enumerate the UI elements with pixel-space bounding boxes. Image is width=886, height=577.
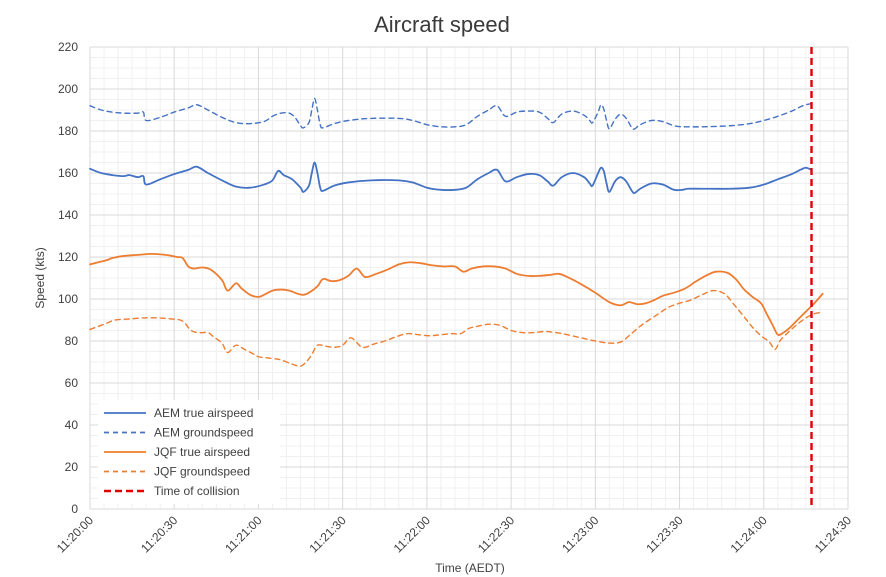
- legend-label-jqf-groundspeed: JQF groundspeed: [154, 465, 250, 479]
- x-tick-label: 11:24:00: [728, 513, 771, 556]
- y-tick-label: 140: [58, 208, 78, 222]
- y-tick-label: 0: [71, 502, 78, 516]
- series-line-jqf-groundspeed: [89, 289, 821, 368]
- series-layer: [89, 47, 824, 509]
- x-tick-label: 11:23:30: [643, 513, 686, 556]
- legend-label-time-of-collision: Time of collision: [154, 484, 240, 498]
- x-tick-label: 11:22:30: [475, 513, 518, 556]
- x-axis-title: Time (AEDT): [435, 561, 505, 575]
- y-tick-label: 180: [58, 124, 78, 138]
- y-tick-label: 20: [65, 460, 79, 474]
- legend-label-jqf-true-airspeed: JQF true airspeed: [154, 445, 250, 459]
- series-line-aem-groundspeed: [89, 97, 813, 130]
- x-tick-label: 11:22:00: [391, 513, 434, 556]
- y-tick-label: 60: [65, 376, 79, 390]
- legend-label-aem-groundspeed: AEM groundspeed: [154, 426, 253, 440]
- x-tick-label: 11:21:00: [222, 513, 265, 556]
- x-tick-label: 11:24:30: [812, 513, 855, 556]
- grid-layer: [89, 46, 849, 510]
- series-line-aem-true-airspeed: [89, 161, 813, 194]
- legend: AEM true airspeed AEM groundspeed JQF true…: [98, 400, 280, 504]
- y-tick-label: 100: [58, 292, 78, 306]
- y-tick-label: 40: [65, 418, 79, 432]
- y-tick-label: 80: [65, 334, 79, 348]
- series-line-jqf-true-airspeed: [89, 252, 824, 337]
- x-tick-label: 11:23:00: [559, 513, 602, 556]
- y-axis-title: Speed (kts): [33, 247, 47, 308]
- y-tick-label: 200: [58, 82, 78, 96]
- legend-label-aem-true-airspeed: AEM true airspeed: [154, 406, 253, 420]
- x-tick-label: 11:20:30: [138, 513, 181, 556]
- chart-title: Aircraft speed: [374, 12, 510, 37]
- x-tick-label: 11:20:00: [54, 513, 97, 556]
- y-tick-label: 120: [58, 250, 78, 264]
- y-tick-label: 220: [58, 40, 78, 54]
- y-tick-label: 160: [58, 166, 78, 180]
- x-tick-label: 11:21:30: [306, 513, 349, 556]
